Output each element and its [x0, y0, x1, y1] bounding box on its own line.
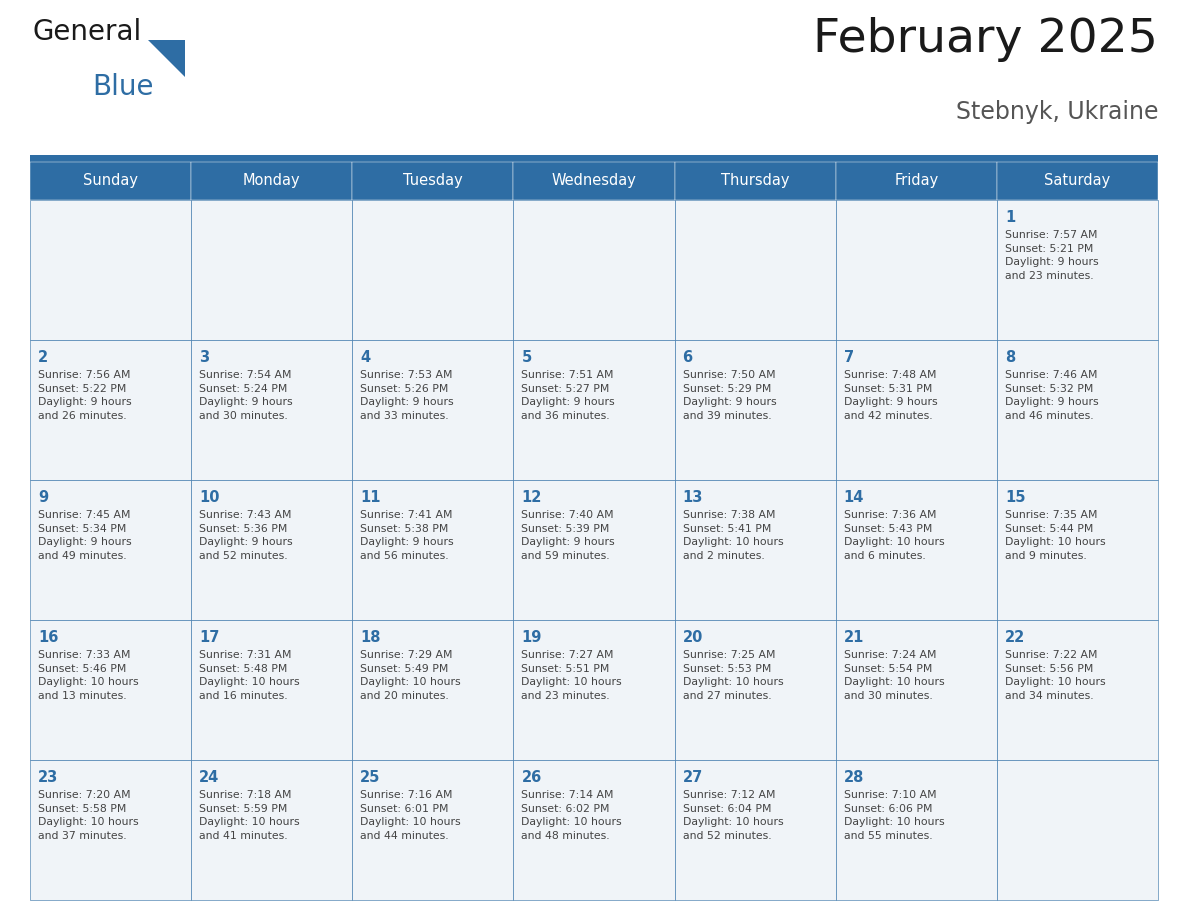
- Text: 1: 1: [1005, 210, 1015, 225]
- Text: Saturday: Saturday: [1044, 174, 1111, 188]
- Text: 28: 28: [843, 770, 864, 785]
- Text: Sunrise: 7:22 AM
Sunset: 5:56 PM
Daylight: 10 hours
and 34 minutes.: Sunrise: 7:22 AM Sunset: 5:56 PM Dayligh…: [1005, 650, 1106, 700]
- Text: 21: 21: [843, 630, 864, 645]
- Text: 12: 12: [522, 490, 542, 505]
- Text: Sunrise: 7:29 AM
Sunset: 5:49 PM
Daylight: 10 hours
and 20 minutes.: Sunrise: 7:29 AM Sunset: 5:49 PM Dayligh…: [360, 650, 461, 700]
- Text: 14: 14: [843, 490, 864, 505]
- Text: Sunrise: 7:41 AM
Sunset: 5:38 PM
Daylight: 9 hours
and 56 minutes.: Sunrise: 7:41 AM Sunset: 5:38 PM Dayligh…: [360, 510, 454, 561]
- Text: Stebnyk, Ukraine: Stebnyk, Ukraine: [955, 100, 1158, 124]
- Text: 22: 22: [1005, 630, 1025, 645]
- Text: 24: 24: [200, 770, 220, 785]
- Text: Sunrise: 7:25 AM
Sunset: 5:53 PM
Daylight: 10 hours
and 27 minutes.: Sunrise: 7:25 AM Sunset: 5:53 PM Dayligh…: [683, 650, 783, 700]
- Text: 9: 9: [38, 490, 49, 505]
- Text: Sunrise: 7:57 AM
Sunset: 5:21 PM
Daylight: 9 hours
and 23 minutes.: Sunrise: 7:57 AM Sunset: 5:21 PM Dayligh…: [1005, 230, 1099, 281]
- Text: Sunrise: 7:53 AM
Sunset: 5:26 PM
Daylight: 9 hours
and 33 minutes.: Sunrise: 7:53 AM Sunset: 5:26 PM Dayligh…: [360, 370, 454, 420]
- Text: Sunrise: 7:36 AM
Sunset: 5:43 PM
Daylight: 10 hours
and 6 minutes.: Sunrise: 7:36 AM Sunset: 5:43 PM Dayligh…: [843, 510, 944, 561]
- Text: 5: 5: [522, 350, 532, 365]
- Text: Sunrise: 7:20 AM
Sunset: 5:58 PM
Daylight: 10 hours
and 37 minutes.: Sunrise: 7:20 AM Sunset: 5:58 PM Dayligh…: [38, 790, 139, 841]
- Text: 3: 3: [200, 350, 209, 365]
- Text: Sunrise: 7:51 AM
Sunset: 5:27 PM
Daylight: 9 hours
and 36 minutes.: Sunrise: 7:51 AM Sunset: 5:27 PM Dayligh…: [522, 370, 615, 420]
- Text: Sunrise: 7:56 AM
Sunset: 5:22 PM
Daylight: 9 hours
and 26 minutes.: Sunrise: 7:56 AM Sunset: 5:22 PM Dayligh…: [38, 370, 132, 420]
- Text: 8: 8: [1005, 350, 1015, 365]
- Text: Wednesday: Wednesday: [551, 174, 637, 188]
- Text: Thursday: Thursday: [721, 174, 789, 188]
- Text: 17: 17: [200, 630, 220, 645]
- Text: Sunrise: 7:38 AM
Sunset: 5:41 PM
Daylight: 10 hours
and 2 minutes.: Sunrise: 7:38 AM Sunset: 5:41 PM Dayligh…: [683, 510, 783, 561]
- Text: 19: 19: [522, 630, 542, 645]
- Text: 26: 26: [522, 770, 542, 785]
- Text: Sunrise: 7:33 AM
Sunset: 5:46 PM
Daylight: 10 hours
and 13 minutes.: Sunrise: 7:33 AM Sunset: 5:46 PM Dayligh…: [38, 650, 139, 700]
- Text: Blue: Blue: [91, 73, 153, 101]
- Text: Sunrise: 7:10 AM
Sunset: 6:06 PM
Daylight: 10 hours
and 55 minutes.: Sunrise: 7:10 AM Sunset: 6:06 PM Dayligh…: [843, 790, 944, 841]
- Text: Sunrise: 7:45 AM
Sunset: 5:34 PM
Daylight: 9 hours
and 49 minutes.: Sunrise: 7:45 AM Sunset: 5:34 PM Dayligh…: [38, 510, 132, 561]
- Text: 20: 20: [683, 630, 703, 645]
- Text: 7: 7: [843, 350, 854, 365]
- Text: 6: 6: [683, 350, 693, 365]
- Text: 10: 10: [200, 490, 220, 505]
- Polygon shape: [148, 40, 185, 77]
- Text: Sunrise: 7:16 AM
Sunset: 6:01 PM
Daylight: 10 hours
and 44 minutes.: Sunrise: 7:16 AM Sunset: 6:01 PM Dayligh…: [360, 790, 461, 841]
- Text: Sunday: Sunday: [83, 174, 138, 188]
- Text: Sunrise: 7:35 AM
Sunset: 5:44 PM
Daylight: 10 hours
and 9 minutes.: Sunrise: 7:35 AM Sunset: 5:44 PM Dayligh…: [1005, 510, 1106, 561]
- Text: Sunrise: 7:12 AM
Sunset: 6:04 PM
Daylight: 10 hours
and 52 minutes.: Sunrise: 7:12 AM Sunset: 6:04 PM Dayligh…: [683, 790, 783, 841]
- Text: 18: 18: [360, 630, 381, 645]
- Text: 25: 25: [360, 770, 380, 785]
- Text: Sunrise: 7:40 AM
Sunset: 5:39 PM
Daylight: 9 hours
and 59 minutes.: Sunrise: 7:40 AM Sunset: 5:39 PM Dayligh…: [522, 510, 615, 561]
- Text: Sunrise: 7:50 AM
Sunset: 5:29 PM
Daylight: 9 hours
and 39 minutes.: Sunrise: 7:50 AM Sunset: 5:29 PM Dayligh…: [683, 370, 776, 420]
- Text: Sunrise: 7:43 AM
Sunset: 5:36 PM
Daylight: 9 hours
and 52 minutes.: Sunrise: 7:43 AM Sunset: 5:36 PM Dayligh…: [200, 510, 292, 561]
- Text: 23: 23: [38, 770, 58, 785]
- Text: Sunrise: 7:46 AM
Sunset: 5:32 PM
Daylight: 9 hours
and 46 minutes.: Sunrise: 7:46 AM Sunset: 5:32 PM Dayligh…: [1005, 370, 1099, 420]
- Text: Friday: Friday: [895, 174, 939, 188]
- Text: 15: 15: [1005, 490, 1025, 505]
- Text: Sunrise: 7:24 AM
Sunset: 5:54 PM
Daylight: 10 hours
and 30 minutes.: Sunrise: 7:24 AM Sunset: 5:54 PM Dayligh…: [843, 650, 944, 700]
- Text: Monday: Monday: [242, 174, 301, 188]
- Text: Sunrise: 7:27 AM
Sunset: 5:51 PM
Daylight: 10 hours
and 23 minutes.: Sunrise: 7:27 AM Sunset: 5:51 PM Dayligh…: [522, 650, 623, 700]
- Text: Tuesday: Tuesday: [403, 174, 463, 188]
- Text: 4: 4: [360, 350, 371, 365]
- Text: Sunrise: 7:54 AM
Sunset: 5:24 PM
Daylight: 9 hours
and 30 minutes.: Sunrise: 7:54 AM Sunset: 5:24 PM Dayligh…: [200, 370, 292, 420]
- Text: Sunrise: 7:14 AM
Sunset: 6:02 PM
Daylight: 10 hours
and 48 minutes.: Sunrise: 7:14 AM Sunset: 6:02 PM Dayligh…: [522, 790, 623, 841]
- Text: Sunrise: 7:31 AM
Sunset: 5:48 PM
Daylight: 10 hours
and 16 minutes.: Sunrise: 7:31 AM Sunset: 5:48 PM Dayligh…: [200, 650, 299, 700]
- Text: 2: 2: [38, 350, 49, 365]
- Text: 27: 27: [683, 770, 703, 785]
- Text: 13: 13: [683, 490, 703, 505]
- Text: Sunrise: 7:48 AM
Sunset: 5:31 PM
Daylight: 9 hours
and 42 minutes.: Sunrise: 7:48 AM Sunset: 5:31 PM Dayligh…: [843, 370, 937, 420]
- Text: Sunrise: 7:18 AM
Sunset: 5:59 PM
Daylight: 10 hours
and 41 minutes.: Sunrise: 7:18 AM Sunset: 5:59 PM Dayligh…: [200, 790, 299, 841]
- Text: 11: 11: [360, 490, 381, 505]
- Text: February 2025: February 2025: [813, 17, 1158, 62]
- Text: 16: 16: [38, 630, 58, 645]
- Text: General: General: [32, 18, 141, 46]
